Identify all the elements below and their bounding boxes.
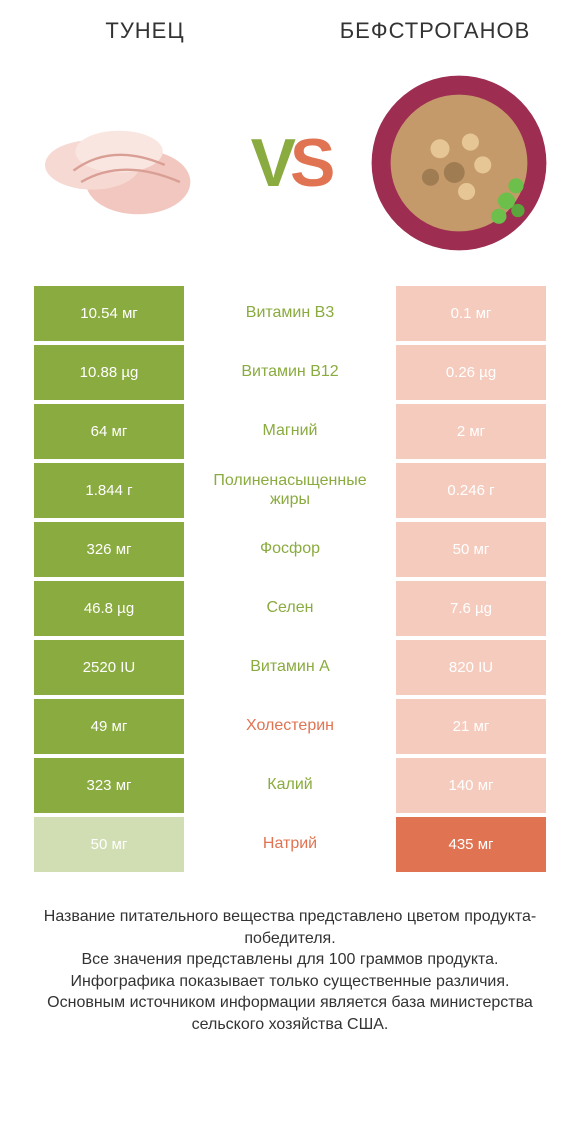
right-value: 820 IU xyxy=(396,640,546,695)
right-food-title: БЕФСТРОГАНОВ xyxy=(290,18,580,44)
right-value: 0.26 µg xyxy=(396,345,546,400)
left-value: 1.844 г xyxy=(34,463,184,518)
left-value: 10.88 µg xyxy=(34,345,184,400)
footer-line: Основным источником информации является … xyxy=(28,992,552,1035)
nutrient-name: Витамин B12 xyxy=(188,345,392,400)
vs-v: V xyxy=(251,129,290,197)
comparison-row: 2520 IUВитамин A820 IU xyxy=(34,640,546,695)
right-value: 2 мг xyxy=(396,404,546,459)
nutrient-name: Натрий xyxy=(188,817,392,872)
header-titles: ТУНЕЦ БЕФСТРОГАНОВ xyxy=(0,0,580,52)
right-value: 0.1 мг xyxy=(396,286,546,341)
comparison-row: 46.8 µgСелен7.6 µg xyxy=(34,581,546,636)
comparison-row: 10.54 мгВитамин B30.1 мг xyxy=(34,286,546,341)
right-value: 50 мг xyxy=(396,522,546,577)
nutrient-name: Холестерин xyxy=(188,699,392,754)
right-food-image xyxy=(364,68,554,258)
comparison-row: 64 мгМагний2 мг xyxy=(34,404,546,459)
left-food-title: ТУНЕЦ xyxy=(0,18,290,44)
footer-line: Инфографика показывает только существенн… xyxy=(28,971,552,993)
hero-row: VS xyxy=(0,52,580,286)
left-value: 326 мг xyxy=(34,522,184,577)
vs-label: VS xyxy=(251,129,330,197)
nutrient-name: Витамин B3 xyxy=(188,286,392,341)
comparison-row: 326 мгФосфор50 мг xyxy=(34,522,546,577)
left-value: 10.54 мг xyxy=(34,286,184,341)
left-value: 2520 IU xyxy=(34,640,184,695)
comparison-row: 10.88 µgВитамин B120.26 µg xyxy=(34,345,546,400)
right-value: 140 мг xyxy=(396,758,546,813)
comparison-row: 50 мгНатрий435 мг xyxy=(34,817,546,872)
nutrient-name: Полиненасыщенные жиры xyxy=(188,463,392,518)
right-value: 435 мг xyxy=(396,817,546,872)
nutrient-name: Селен xyxy=(188,581,392,636)
nutrient-name: Фосфор xyxy=(188,522,392,577)
nutrient-name: Калий xyxy=(188,758,392,813)
comparison-table: 10.54 мгВитамин B30.1 мг10.88 µgВитамин … xyxy=(0,286,580,872)
left-value: 46.8 µg xyxy=(34,581,184,636)
footer-line: Название питательного вещества представл… xyxy=(28,906,552,949)
footer-notes: Название питательного вещества представл… xyxy=(0,872,580,1056)
right-value: 7.6 µg xyxy=(396,581,546,636)
footer-line: Все значения представлены для 100 граммо… xyxy=(28,949,552,971)
right-value: 0.246 г xyxy=(396,463,546,518)
comparison-row: 49 мгХолестерин21 мг xyxy=(34,699,546,754)
left-value: 50 мг xyxy=(34,817,184,872)
right-value: 21 мг xyxy=(396,699,546,754)
nutrient-name: Магний xyxy=(188,404,392,459)
comparison-row: 1.844 гПолиненасыщенные жиры0.246 г xyxy=(34,463,546,518)
comparison-row: 323 мгКалий140 мг xyxy=(34,758,546,813)
vs-s: S xyxy=(290,129,329,197)
left-food-image xyxy=(26,68,216,258)
left-value: 64 мг xyxy=(34,404,184,459)
nutrient-name: Витамин A xyxy=(188,640,392,695)
left-value: 323 мг xyxy=(34,758,184,813)
left-value: 49 мг xyxy=(34,699,184,754)
